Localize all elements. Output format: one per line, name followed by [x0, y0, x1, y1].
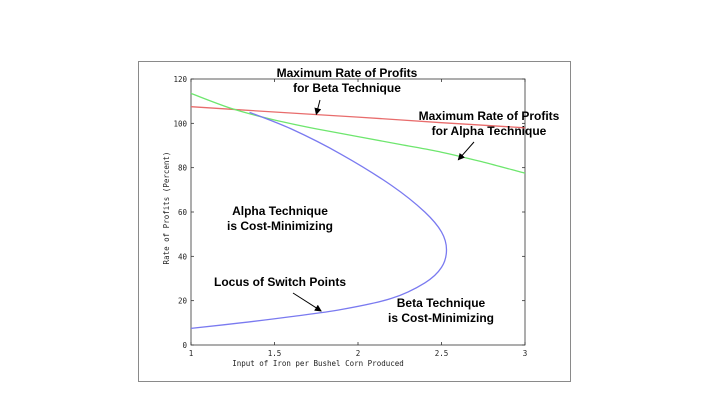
y-tick-label: 40 — [178, 252, 188, 261]
y-tick-label: 20 — [178, 297, 188, 306]
alpha-cost-minimizing-label-line: Alpha Technique — [232, 204, 328, 218]
beta-max-profit-arrow — [314, 99, 322, 116]
x-tick-label: 1.5 — [268, 349, 282, 358]
alpha-max-profit-label-line: for Alpha Technique — [432, 124, 547, 138]
beta-max-profit-line — [190, 106, 526, 129]
beta-cost-minimizing-label-line: is Cost-Minimizing — [388, 311, 494, 325]
switch-locus-arrow — [292, 292, 322, 312]
beta-max-profit-label-line: for Beta Technique — [293, 81, 401, 95]
x-tick-label: 2 — [356, 349, 361, 358]
figure-frame — [138, 61, 571, 382]
y-tick-label: 100 — [173, 119, 187, 128]
alpha-cost-minimizing-label-line: is Cost-Minimizing — [227, 219, 333, 233]
y-tick-label: 0 — [182, 341, 187, 350]
alpha-max-profit-label-line: Maximum Rate of Profits — [419, 109, 560, 123]
x-axis-title: Input of Iron per Bushel Corn Produced — [232, 359, 404, 368]
alpha-max-profit-arrow — [457, 141, 475, 161]
switch-locus-label-line: Locus of Switch Points — [214, 275, 346, 289]
y-axis-title: Rate of Profits (Percent) — [162, 152, 171, 265]
switch-point-locus-line — [190, 111, 448, 330]
y-tick-label: 60 — [178, 208, 188, 217]
y-tick-label: 80 — [178, 164, 188, 173]
alpha-max-profit-line — [190, 92, 526, 174]
x-tick-label: 2.5 — [435, 349, 449, 358]
x-tick-label: 3 — [523, 349, 528, 358]
beta-cost-minimizing-label-line: Beta Technique — [397, 296, 486, 310]
y-tick-label: 120 — [173, 75, 187, 84]
x-tick-label: 1 — [189, 349, 194, 358]
beta-max-profit-label-line: Maximum Rate of Profits — [277, 66, 418, 80]
